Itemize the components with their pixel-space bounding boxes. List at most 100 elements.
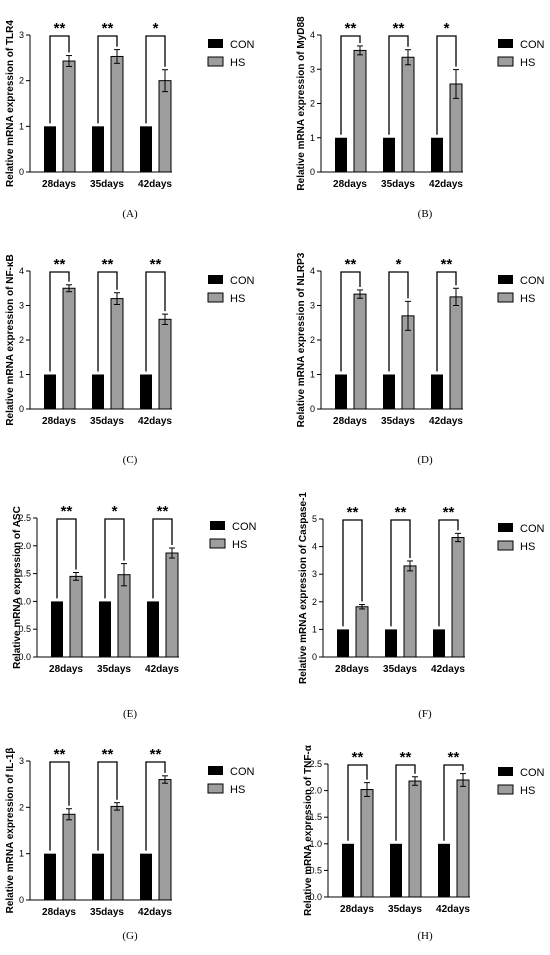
legend-label-con: CON: [520, 275, 545, 287]
bar-con: [383, 137, 395, 172]
significance-marker: *: [444, 20, 450, 37]
bar-hs: [158, 80, 172, 173]
y-tick-label: 2: [19, 335, 24, 345]
bar-con: [147, 601, 159, 657]
bar-con: [335, 137, 347, 172]
y-tick-label: 2: [19, 76, 24, 86]
bar-hs: [353, 293, 367, 410]
y-tick-label: 3: [19, 756, 24, 766]
legend-swatch-hs: [209, 538, 226, 549]
significance-marker: **: [345, 256, 357, 273]
bar-hs: [110, 805, 124, 901]
x-category-label: 28days: [42, 179, 76, 190]
y-axis-label: Relative mRNA expression of Caspase-1: [298, 492, 309, 684]
y-tick-label: 2: [310, 335, 315, 345]
bar-hs: [110, 55, 124, 173]
y-tick-label: 2.5: [18, 513, 31, 523]
y-tick-label: 0: [19, 167, 24, 177]
significance-bracket: [145, 271, 166, 372]
significance-marker: *: [112, 503, 118, 520]
legend-label-hs: HS: [232, 539, 247, 551]
bar-hs: [403, 565, 417, 658]
panel-caption: (D): [417, 454, 433, 466]
x-category-label: 42days: [138, 179, 172, 190]
x-category-label: 35days: [383, 664, 417, 675]
legend-label-con: CON: [230, 766, 255, 778]
y-tick-label: 1.0: [309, 839, 322, 849]
y-tick-label: 1: [310, 133, 315, 143]
y-tick-label: 2: [312, 597, 317, 607]
y-axis-label: Relative mRNA expression of IL-1β: [5, 748, 16, 914]
y-tick-label: 1: [19, 121, 24, 131]
y-tick-label: 1.0: [18, 596, 31, 606]
significance-bracket: [347, 764, 368, 841]
x-category-label: 42days: [429, 416, 463, 427]
bar-con: [385, 629, 397, 657]
y-tick-label: 0: [19, 404, 24, 414]
significance-marker: **: [54, 256, 66, 273]
panel-caption: (B): [418, 208, 433, 220]
x-category-label: 42days: [138, 907, 172, 918]
legend-swatch-con: [208, 39, 223, 48]
bar-con: [92, 374, 104, 409]
bar-con: [438, 843, 450, 897]
legend-swatch-con: [498, 39, 513, 48]
legend-label-con: CON: [520, 767, 545, 779]
significance-bracket: [56, 518, 77, 599]
x-category-label: 42days: [145, 664, 179, 675]
bar-hs: [62, 60, 76, 173]
significance-bracket: [388, 35, 409, 135]
bar-con: [44, 853, 56, 900]
x-category-label: 35days: [90, 907, 124, 918]
bar-con: [433, 629, 445, 657]
y-tick-label: 2.0: [18, 541, 31, 551]
bar-con: [44, 126, 56, 172]
bar-hs: [117, 574, 131, 658]
bar-hs: [158, 318, 172, 410]
y-tick-label: 0: [310, 404, 315, 414]
y-tick-label: 0: [310, 167, 315, 177]
bar-con: [140, 374, 152, 409]
significance-marker: **: [393, 20, 405, 37]
y-tick-label: 4: [310, 266, 315, 276]
y-axis-label: Relative mRNA expression of NF-κB: [5, 254, 16, 425]
y-tick-label: 3: [19, 301, 24, 311]
significance-bracket: [97, 35, 118, 124]
y-tick-label: 0: [19, 895, 24, 905]
y-tick-label: 4: [310, 30, 315, 40]
y-tick-label: 1: [310, 370, 315, 380]
legend-label-hs: HS: [520, 293, 535, 305]
bar-hs: [401, 56, 415, 173]
y-axis-label: Relative mRNA expression of TNF-α: [303, 744, 314, 916]
bar-hs: [360, 789, 374, 898]
bar-con: [140, 853, 152, 900]
significance-marker: **: [54, 20, 66, 37]
legend-label-hs: HS: [520, 785, 535, 797]
x-category-label: 28days: [333, 179, 367, 190]
significance-bracket: [395, 764, 416, 841]
bar-hs: [62, 287, 76, 410]
significance-marker: **: [157, 503, 169, 520]
legend-label-hs: HS: [230, 784, 245, 796]
significance-marker: **: [150, 256, 162, 273]
significance-bracket: [49, 761, 70, 851]
significance-marker: **: [54, 746, 66, 763]
y-tick-label: 4: [19, 266, 24, 276]
legend-label-hs: HS: [230, 293, 245, 305]
y-tick-label: 2.5: [309, 759, 322, 769]
x-category-label: 35days: [388, 904, 422, 915]
y-tick-label: 1: [312, 624, 317, 634]
significance-marker: **: [345, 20, 357, 37]
significance-bracket: [342, 519, 363, 627]
panel-caption: (A): [122, 208, 138, 220]
legend-swatch-con: [208, 766, 223, 775]
significance-bracket: [390, 519, 411, 627]
x-category-label: 28days: [335, 664, 369, 675]
significance-bracket: [388, 271, 409, 372]
legend-swatch-con: [208, 275, 223, 284]
significance-bracket: [443, 764, 464, 841]
